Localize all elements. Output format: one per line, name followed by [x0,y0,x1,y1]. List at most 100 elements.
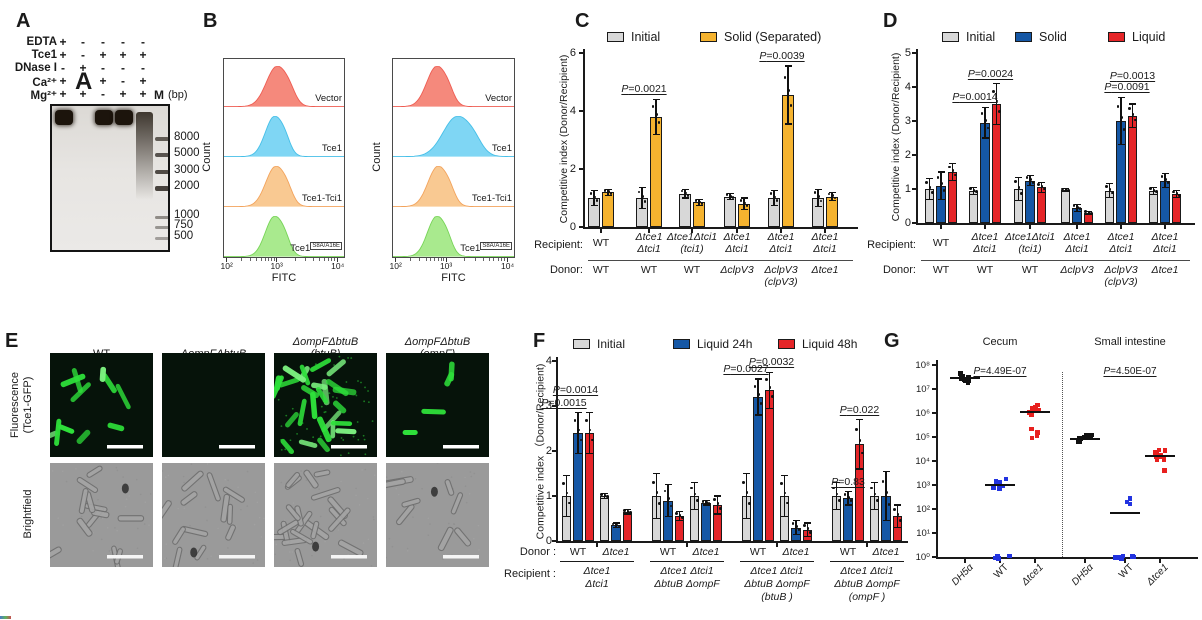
condition-label: Mg²⁺ [30,90,57,102]
noise-dot [358,504,361,506]
speckle [360,381,362,384]
data-point [593,195,596,199]
error-cap [1073,203,1081,205]
noise-dot [182,475,185,478]
error-cap [1173,196,1180,199]
scatter-point [1161,457,1167,462]
group-tick [984,224,986,229]
ladder-size-label: 500 [174,230,194,242]
noise-dot [470,475,473,478]
data-point [786,501,789,505]
error-bar [565,475,568,517]
data-point [603,189,607,192]
condition-sign: - [141,61,145,75]
flow-curve [224,66,344,108]
p-value: P=0.0027 [711,363,781,375]
noise-dot [385,556,387,559]
y-tick [931,388,937,390]
scatter-point [966,374,971,380]
noise-dot [340,480,342,483]
ladder-size-label: 750 [174,219,194,231]
bacterial-cell [115,383,131,410]
flow-label-sup: S8A/A16E [480,242,512,250]
scatter-point [1162,468,1167,473]
group-tick [596,542,598,547]
recipient-genotype: ΔbtuB ΔompF [744,578,810,590]
noise-dot [62,524,64,526]
error-cap [970,193,977,195]
noise-dot [92,531,95,534]
noise-dot [263,517,265,520]
recipient-genotype: ΔbtuB ΔompF [834,578,900,590]
speckle [345,381,348,383]
noise-dot [80,515,83,518]
data-point [753,384,757,388]
error-cap [1161,173,1169,175]
error-cap [754,414,762,416]
data-point [980,112,984,115]
error-cap [937,198,945,200]
condition-sign: + [99,74,107,88]
data-point [1072,204,1076,208]
scatter-point [1034,433,1040,438]
p-rest: =0.022 [846,403,880,416]
error-cap [949,179,956,182]
flow-label-main: Tce1 [290,243,311,255]
speckle [356,421,359,423]
data-point [606,495,609,499]
noise-dot [473,472,476,475]
scatter-point [995,555,1000,560]
condition-sign: + [119,87,127,101]
speckle [347,357,349,359]
y-tick-label: 2 [545,444,552,457]
scatter-point [1036,407,1042,413]
p-italic: P [541,396,549,409]
x-minor-tick [305,258,307,261]
data-point [759,401,763,405]
error-cap [1106,196,1113,199]
scale-bar [443,555,479,559]
scatter-point [1154,457,1160,462]
x-minor-tick [425,258,427,261]
column-title: ΔompFΔbtuB [404,336,471,348]
scale-bar [443,445,479,449]
x-axis [556,541,908,543]
corner-artifact [0,616,11,619]
scatter-point [1162,448,1168,453]
data-point [931,191,934,194]
noise-dot [468,493,471,495]
data-point [1014,180,1017,184]
y-tick-label: 10⁸ [915,359,930,371]
y-tick-label: 10⁶ [915,407,930,419]
scatter-point [1120,553,1126,559]
recipient-genotype: (tci1) [1018,243,1042,255]
p-italic: P [967,67,975,80]
bar [764,390,775,541]
speckle [350,357,353,359]
bar [753,397,763,541]
noise-dot [391,545,394,548]
flow-histogram [393,158,514,208]
p-value: P=4.50E-07 [1085,366,1175,377]
bacterial-cell [332,386,357,396]
p-italic: P [621,83,629,96]
error-cap [926,178,933,180]
x-tick [395,258,397,262]
y-axis-title: Competitive index (Donor/Recipient) [558,54,570,224]
error-bar [655,99,657,135]
x-minor-tick [323,258,325,261]
data-point [936,176,940,179]
recipient-group-line [650,561,724,563]
axis-separator-line [921,260,1190,261]
recipient-genotype: Δtci1 [1109,243,1133,255]
y-tick-label: 4 [569,104,576,117]
error-bar [984,107,986,138]
error-cap [702,499,710,502]
recipient-row-label: Recipient : [504,568,556,580]
error-cap [1062,191,1069,193]
error-cap [604,194,612,196]
donor-genotype: WT [640,264,658,276]
p-rest: =0.0013 [1116,70,1156,82]
condition-sign: + [119,48,127,62]
ladder-band [155,237,168,240]
